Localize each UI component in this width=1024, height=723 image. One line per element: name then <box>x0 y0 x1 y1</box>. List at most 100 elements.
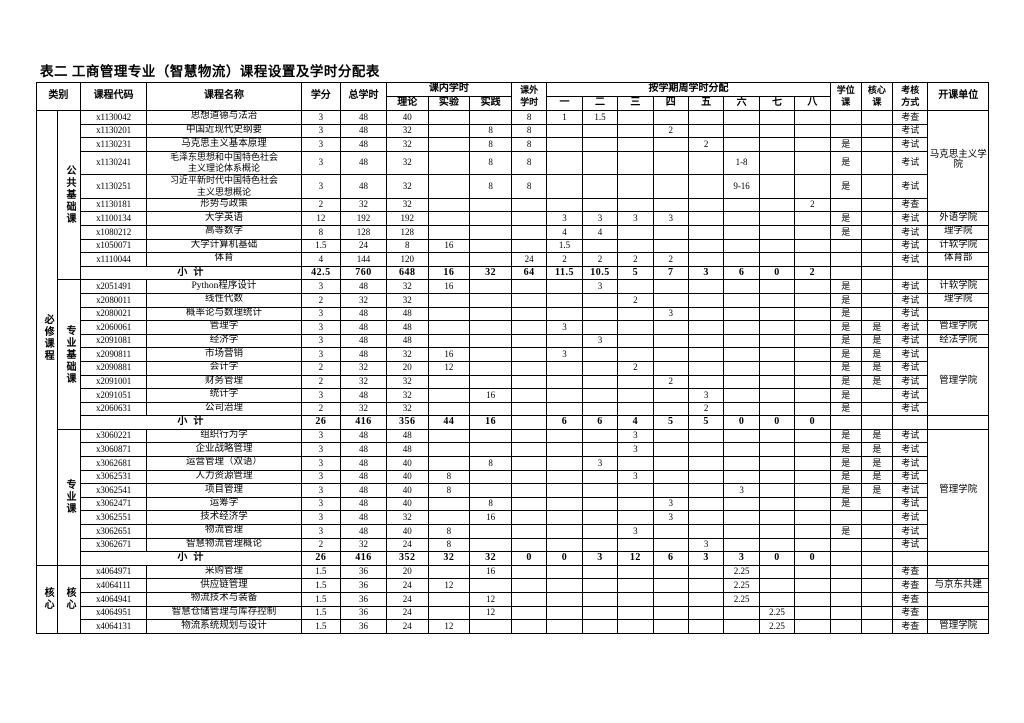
table-row: x1100134 大学英语 12 192 192 3 3 3 3 是考试 外语学院 <box>37 211 989 226</box>
course-semester-5 <box>687 292 725 308</box>
course-semester-5 <box>687 211 725 226</box>
subtotal-total-hours: 416 <box>340 551 387 566</box>
course-semester-2 <box>581 320 619 335</box>
course-semester-1: 3 <box>546 347 583 362</box>
course-semester-6: 2.25 <box>723 578 760 593</box>
course-theory-hours: 24 <box>385 605 429 621</box>
course-credits: 12 <box>300 211 342 226</box>
course-semester-2 <box>581 428 619 444</box>
course-semester-4 <box>652 347 689 362</box>
course-out-hours <box>510 428 548 444</box>
subtotal-semester-1: 11.5 <box>546 265 583 281</box>
table-header: 类别 课程代码 课程名称 学分 总学时 课内学时 课外 学时 按学期周学时分配 学… <box>36 82 989 111</box>
course-semester-8 <box>794 388 831 403</box>
table-row: x1050071 大学计算机基础 1.5 24 8 16 1.5 考试 计软学院 <box>37 238 989 254</box>
course-semester-7 <box>758 252 796 267</box>
course-semester-2: 3 <box>581 456 619 471</box>
course-semester-7 <box>758 292 796 308</box>
course-out-hours <box>510 374 548 390</box>
subtotal-semester-1: 0 <box>546 551 583 566</box>
subtotal-department <box>927 551 989 566</box>
course-lab-hours <box>427 442 471 458</box>
course-semester-6 <box>723 197 760 213</box>
subtotal-semester-2: 6 <box>581 415 619 430</box>
course-practice-hours: 16 <box>469 388 512 403</box>
course-semester-1 <box>546 174 583 199</box>
subtotal-core <box>860 551 894 566</box>
course-semester-8 <box>794 306 831 322</box>
course-semester-8 <box>794 110 831 125</box>
course-semester-6 <box>723 456 760 471</box>
course-lab-hours <box>427 211 471 226</box>
course-degree-flag: 是 <box>829 401 862 417</box>
course-semester-5 <box>687 564 725 580</box>
subtotal-semester-2: 10.5 <box>581 265 619 281</box>
course-theory-hours: 120 <box>385 252 429 267</box>
course-exam-method: 考查 <box>892 592 929 607</box>
course-credits: 2 <box>300 360 342 376</box>
course-semester-8 <box>794 360 831 376</box>
course-credits: 3 <box>300 320 342 335</box>
course-semester-4 <box>652 320 689 335</box>
course-total-hours: 24 <box>340 238 387 254</box>
table-row: x3062651 物流管理 3 48 40 8 3 是考试 <box>37 524 989 539</box>
subtotal-semester-8: 0 <box>794 415 831 430</box>
course-degree-flag <box>829 564 862 580</box>
course-semester-5 <box>687 428 725 444</box>
course-out-hours: 8 <box>510 150 548 176</box>
course-code: x2091001 <box>79 374 148 390</box>
course-lab-hours <box>427 197 471 213</box>
course-lab-hours <box>427 388 471 403</box>
course-semester-6 <box>723 333 760 349</box>
course-semester-4 <box>652 537 689 553</box>
course-out-hours <box>510 537 548 553</box>
course-degree-flag: 是 <box>829 496 862 512</box>
course-semester-7 <box>758 238 796 254</box>
course-credits: 3 <box>300 442 342 458</box>
course-practice-hours <box>469 320 512 335</box>
th-in-class-group: 课内学时 <box>385 82 512 97</box>
course-out-hours <box>510 524 548 539</box>
course-table-container: 类别 课程代码 课程名称 学分 总学时 课内学时 课外 学时 按学期周学时分配 学… <box>36 82 989 634</box>
course-practice-hours: 8 <box>469 123 512 139</box>
course-credits: 3 <box>300 110 342 125</box>
course-semester-4 <box>652 174 689 199</box>
table-body: 必修课程 公共基础课 x1130042 思想道德与法治 3 48 40 8 1 1.5 考查 马克思主… <box>36 109 989 634</box>
course-name: 采购管理 <box>146 564 302 580</box>
course-lab-hours <box>427 252 471 267</box>
course-total-hours: 32 <box>340 537 387 553</box>
course-department: 理学院 <box>927 292 989 308</box>
course-semester-4 <box>652 388 689 403</box>
course-out-hours: 24 <box>510 252 548 267</box>
course-semester-1 <box>546 428 583 444</box>
subtotal-semester-6: 3 <box>723 551 760 566</box>
course-semester-1 <box>546 401 583 417</box>
course-core-flag <box>860 578 894 593</box>
course-theory-hours: 48 <box>385 428 429 444</box>
subtotal-out-hours: 64 <box>510 265 548 281</box>
course-semester-6 <box>723 211 760 226</box>
course-semester-4 <box>652 137 689 152</box>
table-row: x2060631 公司治理 2 32 32 2 是考试 <box>37 401 989 417</box>
th-code: 课程代码 <box>79 82 148 111</box>
course-out-hours <box>510 619 548 634</box>
table-row: x4064941 物流技术与装备 1.5 36 24 12 2.25 考查 <box>37 592 989 607</box>
subtotal-total-hours: 416 <box>340 415 387 430</box>
course-name: 企业战略管理 <box>146 442 302 458</box>
subtotal-practice-hours: 32 <box>469 265 512 281</box>
course-lab-hours <box>427 592 471 607</box>
course-core-flag: 是 <box>860 333 894 349</box>
course-semester-2 <box>581 292 619 308</box>
course-practice-hours: 16 <box>469 510 512 526</box>
course-exam-method: 考查 <box>892 578 929 593</box>
course-semester-8 <box>794 211 831 226</box>
table-row: 必修课程 公共基础课 x1130042 思想道德与法治 3 48 40 8 1 1.5 考查 马克思主… <box>36 109 989 566</box>
course-semester-8 <box>794 605 831 621</box>
course-total-hours: 48 <box>340 279 387 294</box>
course-semester-8 <box>794 578 831 593</box>
course-semester-6 <box>723 252 760 267</box>
course-semester-7 <box>758 174 796 199</box>
course-lab-hours <box>427 401 471 417</box>
course-department <box>927 306 989 322</box>
course-core-flag <box>860 279 894 294</box>
